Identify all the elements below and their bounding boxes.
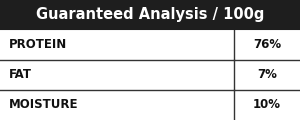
Bar xyxy=(0,0,300,29)
Text: 76%: 76% xyxy=(253,38,281,51)
Text: PROTEIN: PROTEIN xyxy=(9,38,67,51)
Text: MOISTURE: MOISTURE xyxy=(9,98,79,111)
Text: 10%: 10% xyxy=(253,98,281,111)
Text: FAT: FAT xyxy=(9,68,32,81)
Text: 7%: 7% xyxy=(257,68,277,81)
Text: Guaranteed Analysis / 100g: Guaranteed Analysis / 100g xyxy=(36,7,264,22)
Bar xyxy=(0,29,300,120)
